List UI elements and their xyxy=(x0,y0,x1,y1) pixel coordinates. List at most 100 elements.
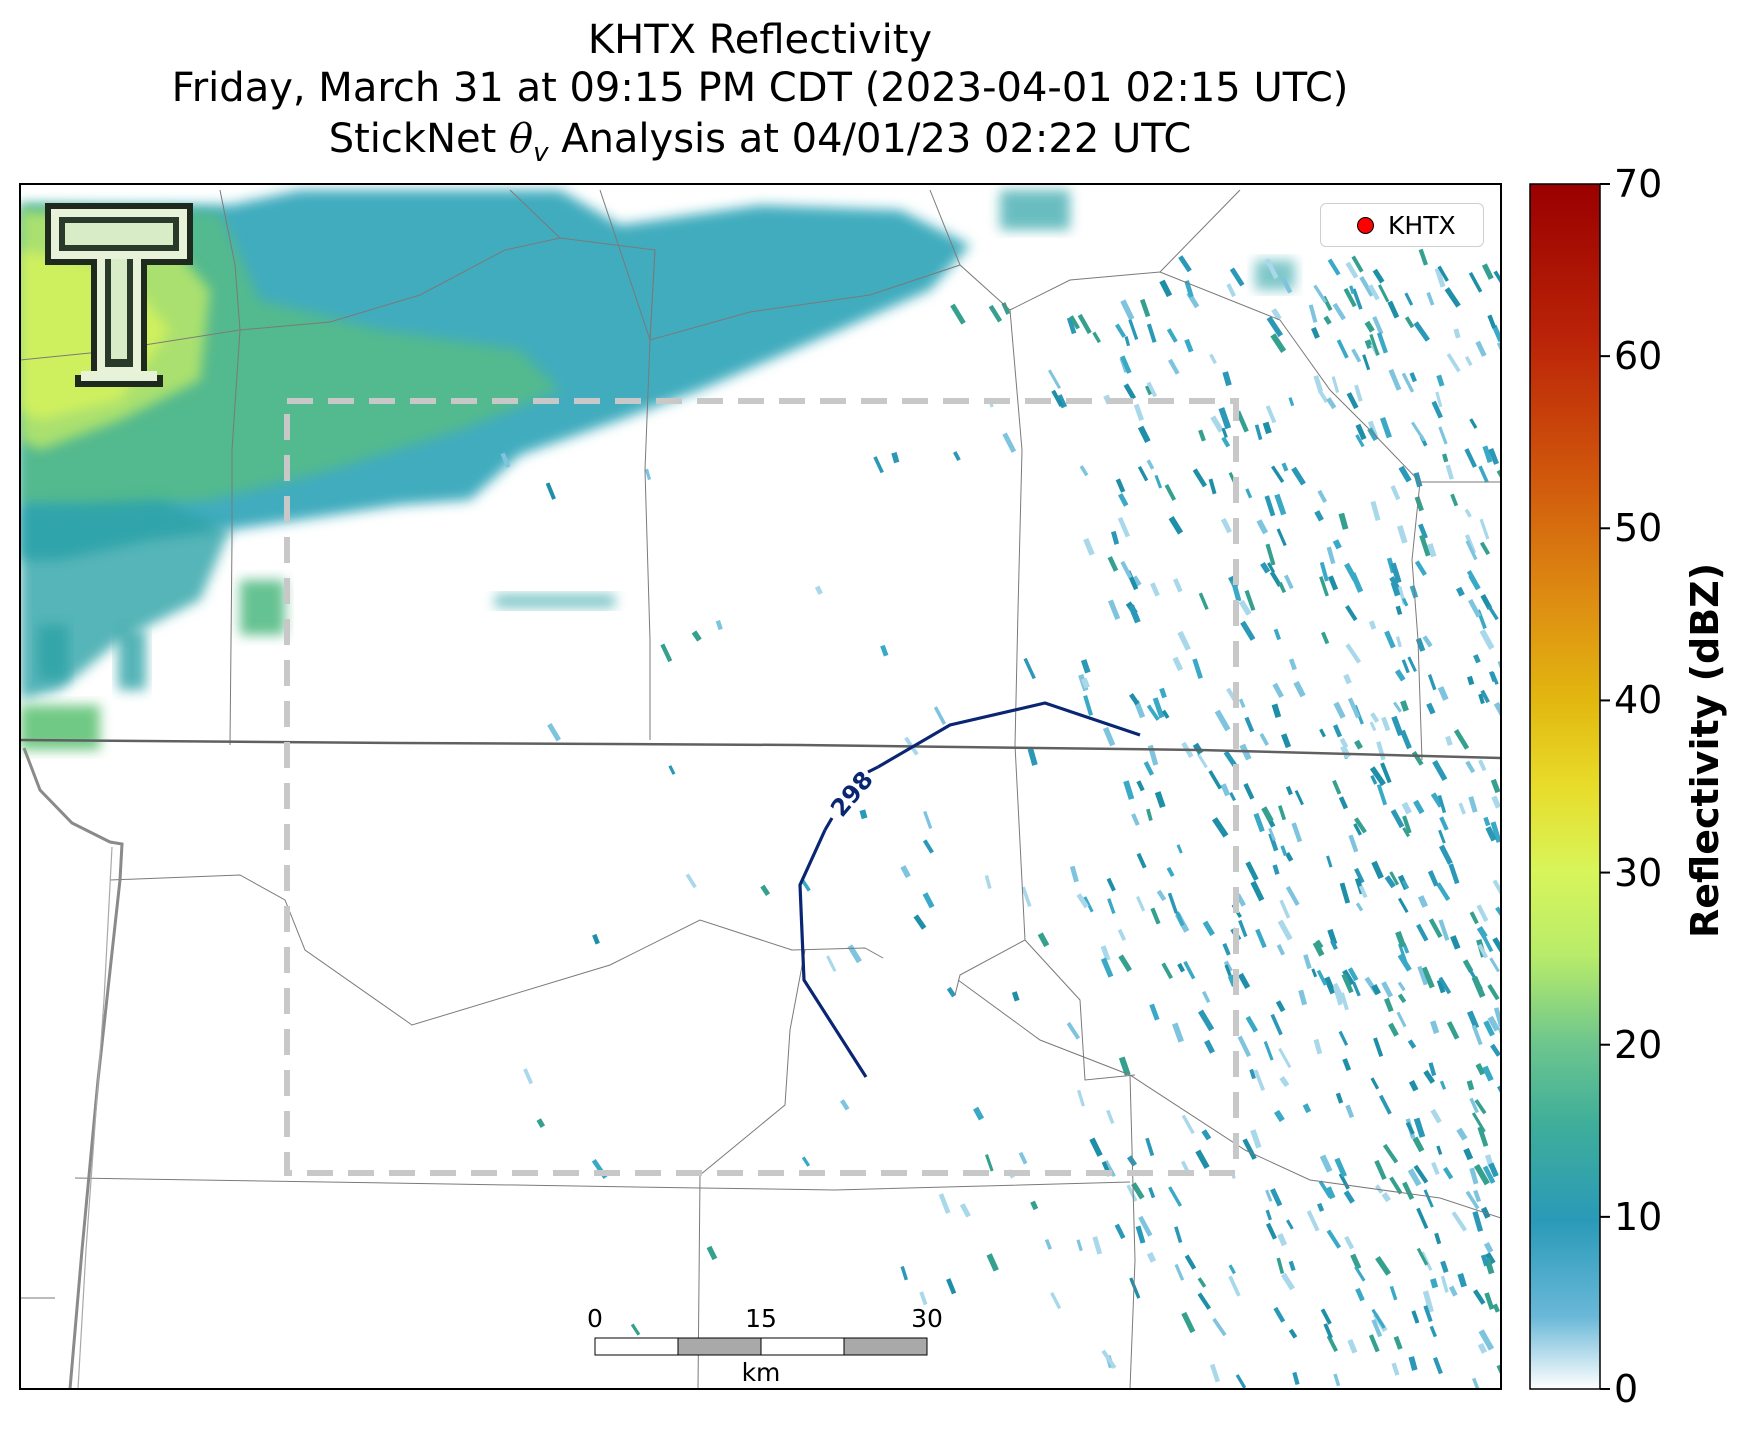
state-boundary xyxy=(20,738,1501,1389)
echo-pixel xyxy=(1245,861,1259,881)
echo-pixel xyxy=(1346,392,1359,410)
echo-pixel xyxy=(1277,1233,1288,1247)
echo-pixel xyxy=(1445,464,1454,480)
echo-pixel xyxy=(1313,284,1328,304)
echo-pixel xyxy=(1245,488,1253,499)
echo-pixel xyxy=(1395,636,1402,648)
echo-pixel xyxy=(1430,1278,1439,1289)
echo-pixel xyxy=(1311,968,1318,978)
echo-pixel xyxy=(1448,863,1460,885)
echo-pixel xyxy=(1397,953,1412,972)
echo-pixel xyxy=(1212,1317,1227,1337)
echo-pixel xyxy=(1404,316,1415,329)
echo-pixel xyxy=(1446,353,1461,373)
echo-pixel xyxy=(1120,299,1135,321)
echo-pixel xyxy=(1450,493,1459,507)
echo-pixel xyxy=(715,620,723,631)
echo-pixel xyxy=(1221,427,1228,439)
echo-pixel xyxy=(1477,943,1489,959)
echo-pixel xyxy=(1102,726,1116,747)
echo-pixel xyxy=(1174,1263,1185,1281)
echo-pixel xyxy=(1395,930,1407,948)
echo-pixel xyxy=(523,1068,534,1085)
echo-pixel xyxy=(1137,425,1151,443)
echo-pixel xyxy=(1463,1147,1474,1161)
echo-pixel xyxy=(1243,782,1255,800)
echo-pixel xyxy=(1354,739,1363,750)
echo-pixel xyxy=(1118,1056,1131,1076)
echo-pixel xyxy=(1272,864,1280,875)
echo-pixel xyxy=(891,451,900,464)
echo-pixel xyxy=(1408,1080,1419,1092)
echo-pixel xyxy=(913,914,927,930)
map-frame xyxy=(19,183,1502,1390)
echo-pixel xyxy=(1156,889,1167,902)
echo-pixel xyxy=(1417,895,1429,908)
echo-pixel xyxy=(1381,716,1391,732)
echo-pixel xyxy=(1314,510,1324,522)
echo-pixel xyxy=(1195,1149,1210,1170)
echo-pixel xyxy=(1469,418,1478,429)
echo-pixel xyxy=(1384,630,1396,649)
echo-pixel xyxy=(1244,589,1256,611)
echo-pixel xyxy=(1430,1108,1442,1124)
echo-pixel xyxy=(1327,258,1341,276)
echo-pixel xyxy=(984,874,992,890)
echo-pixel xyxy=(1174,1226,1183,1243)
colorbar-tick-label: 50 xyxy=(1614,506,1663,551)
echo-pixel xyxy=(1481,934,1494,953)
echo-pixel xyxy=(1204,1039,1215,1054)
echo-pixel xyxy=(1478,759,1487,772)
echo-pixel xyxy=(1284,574,1294,590)
echo-pixel xyxy=(545,482,556,500)
echo-pixel xyxy=(1409,372,1417,383)
echo-pixel xyxy=(1412,1136,1425,1153)
echo-pixel xyxy=(1384,875,1396,889)
echo-pixel xyxy=(1465,540,1478,561)
echo-pixel xyxy=(1436,882,1451,901)
echo-pixel xyxy=(1192,468,1207,488)
echo-pixel xyxy=(1228,1275,1241,1297)
echo-pixel xyxy=(1371,1318,1383,1338)
echo-pixel xyxy=(1485,1252,1496,1265)
echo-pixel xyxy=(668,765,676,775)
echo-pixel xyxy=(1373,1037,1384,1057)
echo-pixel xyxy=(1444,287,1461,308)
echo-pixel xyxy=(1092,1236,1103,1255)
echo-pixel xyxy=(938,1193,951,1214)
echo-pixel xyxy=(1333,986,1343,1006)
echo-pixel xyxy=(1244,716,1255,733)
echo-pixel xyxy=(1379,1094,1392,1115)
colorbar-tick-label: 60 xyxy=(1614,334,1663,379)
echo-pixel xyxy=(1368,284,1380,301)
echo-pixel xyxy=(1369,721,1377,732)
echo-pixel xyxy=(1066,317,1077,335)
echo-pixel xyxy=(1222,942,1231,956)
echo-pixel xyxy=(1446,1021,1460,1040)
echo-pixel xyxy=(1408,1356,1418,1371)
echo-pixel xyxy=(1427,674,1437,691)
echo-pixel xyxy=(1471,975,1486,998)
echo-pixel xyxy=(1108,599,1121,620)
echo-pixel xyxy=(1077,313,1092,335)
echo-pixel xyxy=(1397,993,1407,1004)
echo-pixel xyxy=(1487,983,1500,1001)
title-line-3: StickNet θv Analysis at 04/01/23 02:22 U… xyxy=(0,115,1520,177)
echo-pixel xyxy=(1492,879,1501,899)
echo-pixel xyxy=(1280,845,1288,857)
echo-pixel xyxy=(1285,785,1293,796)
echo-pixel xyxy=(1221,436,1231,448)
colorbar-tick-label: 0 xyxy=(1614,1367,1639,1411)
echo-pixel xyxy=(1496,468,1501,487)
echo-pixel xyxy=(1146,323,1157,343)
echo-pixel xyxy=(1496,1363,1501,1379)
echo-pixel xyxy=(1107,556,1119,572)
echo-pixel xyxy=(1407,1039,1417,1049)
echo-pixel xyxy=(1325,1186,1336,1200)
echo-pixel xyxy=(1291,822,1303,843)
echo-pixel xyxy=(1464,508,1472,518)
echo-pixel xyxy=(1462,959,1474,973)
echo-pixel xyxy=(1327,575,1339,591)
echo-pixel xyxy=(1208,478,1217,495)
echo-pixel xyxy=(1405,1121,1415,1135)
